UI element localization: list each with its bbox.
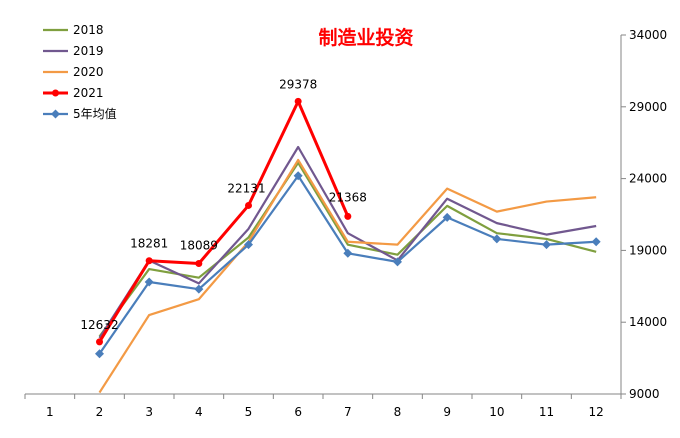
- x-tick-label: 4: [195, 405, 203, 419]
- series-line-2021: [98, 99, 350, 343]
- data-point-5年均值: [393, 257, 402, 267]
- data-point-5年均值: [591, 237, 601, 247]
- data-point-2021: [245, 201, 252, 209]
- legend-marker: [51, 109, 60, 119]
- legend-marker: [52, 89, 59, 97]
- x-tick-label: 10: [489, 405, 504, 419]
- data-label-2021: 22131: [227, 181, 265, 195]
- legend-label: 2020: [73, 65, 104, 79]
- data-point-5年均值: [293, 171, 303, 181]
- legend-label: 2021: [73, 86, 104, 100]
- data-point-2021: [195, 259, 203, 267]
- data-point-2021: [96, 338, 103, 346]
- data-point-5年均值: [542, 240, 551, 250]
- data-point-5年均值: [492, 234, 502, 244]
- x-tick-label: 2: [96, 405, 104, 419]
- data-point-5年均值: [343, 248, 353, 258]
- x-tick-label: 3: [145, 405, 153, 419]
- x-tick-label: 7: [344, 405, 352, 419]
- x-tick-label: 12: [589, 405, 604, 419]
- data-point-2021: [145, 257, 153, 265]
- x-tick-label: 8: [394, 405, 402, 419]
- x-tick-label: 11: [539, 405, 554, 419]
- data-point-5年均值: [95, 349, 104, 359]
- y-tick-label: 14000: [629, 315, 667, 329]
- y-tick-label: 24000: [629, 172, 667, 186]
- x-tick-label: 6: [294, 405, 302, 419]
- legend-label: 2018: [73, 23, 104, 37]
- series-line-2020: [98, 158, 597, 394]
- data-label-2021: 18281: [130, 237, 168, 251]
- data-label-2021: 21368: [329, 190, 367, 204]
- x-tick-label: 9: [443, 405, 451, 419]
- data-point-5年均值: [442, 212, 452, 222]
- legend-label: 2019: [73, 44, 104, 58]
- data-label-2021: 18089: [180, 238, 218, 252]
- data-point-2021: [344, 212, 352, 220]
- data-point-5年均值: [194, 284, 204, 294]
- data-point-2021: [294, 97, 302, 105]
- y-tick-label: 34000: [629, 28, 667, 42]
- data-point-5年均值: [144, 277, 154, 287]
- chart-title: 制造业投资: [318, 26, 413, 49]
- x-tick-label: 1: [46, 405, 54, 419]
- data-point-5年均值: [244, 240, 253, 250]
- series-line-2019: [98, 145, 597, 339]
- data-label-2021: 12632: [80, 318, 118, 332]
- legend-label: 5年均值: [73, 106, 117, 121]
- y-tick-label: 19000: [629, 243, 667, 257]
- x-tick-label: 5: [245, 405, 253, 419]
- y-tick-label: 9000: [629, 387, 660, 401]
- y-tick-label: 29000: [629, 100, 667, 114]
- data-label-2021: 29378: [279, 77, 317, 91]
